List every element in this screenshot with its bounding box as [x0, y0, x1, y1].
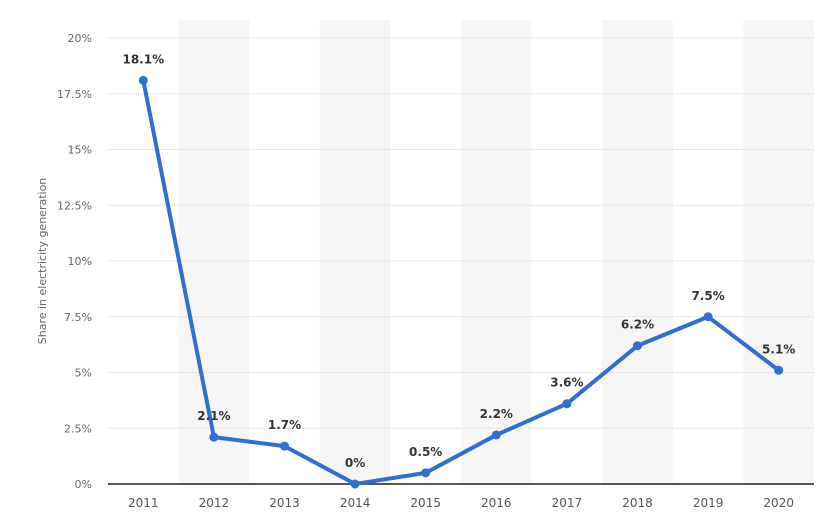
- y-tick-label: 20%: [68, 32, 92, 45]
- x-tick-label: 2011: [128, 496, 159, 510]
- y-tick-label: 0%: [75, 478, 92, 491]
- data-point[interactable]: [209, 432, 219, 442]
- x-tick-label: 2020: [763, 496, 794, 510]
- data-point[interactable]: [350, 479, 360, 489]
- y-tick-label: 10%: [68, 255, 92, 268]
- column-band: [602, 20, 673, 484]
- y-tick-label: 7.5%: [64, 311, 92, 324]
- y-axis-title: Share in electricity generation: [36, 178, 49, 345]
- data-label: 2.2%: [480, 407, 513, 421]
- x-axis-tick-labels: 2011 2012 2013 2014 2015 2016 2017 2018 2019 2020: [128, 496, 794, 510]
- data-points: [138, 75, 784, 489]
- y-tick-label: 17.5%: [57, 88, 92, 101]
- data-point[interactable]: [280, 441, 289, 451]
- column-band: [743, 20, 814, 484]
- data-point[interactable]: [491, 430, 501, 440]
- data-label: 18.1%: [122, 52, 164, 66]
- data-label: 6.2%: [621, 318, 654, 332]
- alternating-column-bands: [178, 20, 814, 484]
- data-point[interactable]: [562, 399, 572, 409]
- x-tick-label: 2012: [199, 496, 230, 510]
- data-point[interactable]: [703, 312, 713, 322]
- x-tick-label: 2018: [622, 496, 653, 510]
- data-label: 5.1%: [762, 342, 795, 356]
- column-band: [178, 20, 250, 484]
- data-label: 2.1%: [197, 409, 230, 423]
- column-band: [461, 20, 532, 484]
- column-band: [319, 20, 391, 484]
- data-point[interactable]: [421, 468, 431, 478]
- data-label: 3.6%: [550, 376, 583, 390]
- gridlines: [108, 37, 814, 429]
- y-tick-label: 12.5%: [57, 199, 92, 212]
- y-tick-label: 2.5%: [64, 422, 92, 435]
- data-point[interactable]: [774, 365, 784, 375]
- data-label: 0.5%: [409, 445, 442, 459]
- data-label: 7.5%: [691, 289, 724, 303]
- y-tick-label: 5%: [75, 367, 92, 380]
- x-tick-label: 2019: [693, 496, 724, 510]
- x-tick-label: 2017: [552, 496, 583, 510]
- data-point[interactable]: [633, 341, 642, 351]
- data-label: 1.7%: [268, 418, 301, 432]
- data-labels: 18.1% 2.1% 1.7% 0% 0.5% 2.2% 3.6% 6.2% 7.5% 5.1%: [122, 52, 795, 470]
- data-line: [141, 78, 781, 486]
- x-tick-label: 2014: [340, 496, 371, 510]
- y-tick-label: 15%: [68, 144, 92, 157]
- y-axis-tick-labels: 0% 2.5% 5% 7.5% 10% 12.5% 15% 17.5% 20%: [57, 32, 92, 491]
- x-tick-label: 2013: [269, 496, 300, 510]
- data-label: 0%: [345, 456, 365, 470]
- x-tick-label: 2015: [410, 496, 441, 510]
- data-point[interactable]: [138, 75, 148, 85]
- x-tick-label: 2016: [481, 496, 512, 510]
